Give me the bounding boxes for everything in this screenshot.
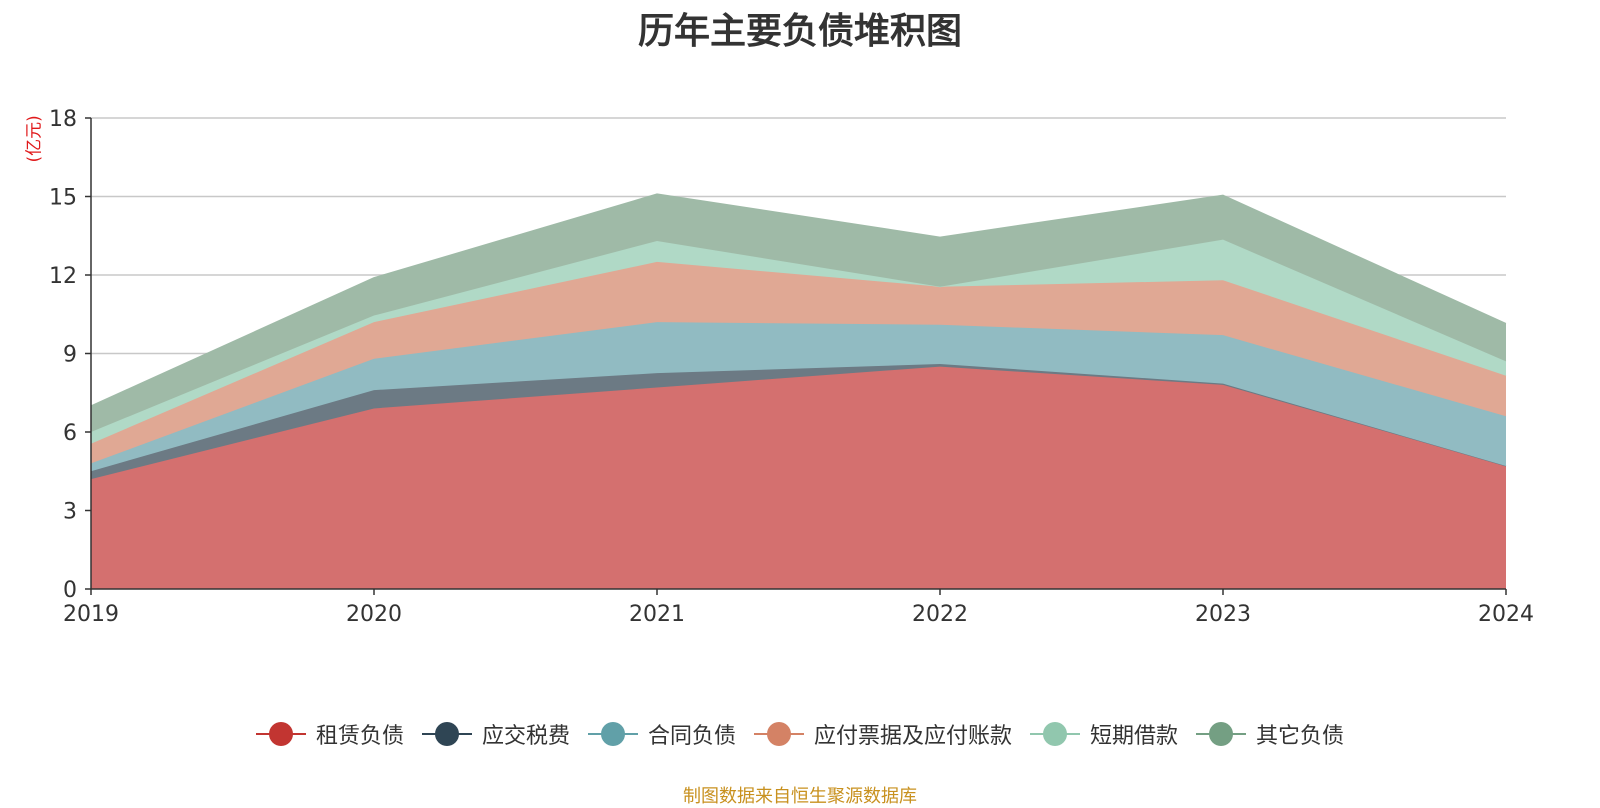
legend: 租赁负债 应交税费 合同负债 应付票据及应付账款 短期借款 其它负债 <box>0 718 1600 750</box>
y-tick-label: 0 <box>63 578 77 603</box>
y-tick-label: 15 <box>49 186 77 211</box>
legend-marker-icon <box>587 722 638 746</box>
chart-title: 历年主要负债堆积图 <box>637 11 962 52</box>
x-tick-label: 2024 <box>1478 602 1534 627</box>
legend-item-2[interactable]: 应交税费 <box>421 718 570 750</box>
legend-item-5[interactable]: 短期借款 <box>1030 718 1178 750</box>
y-tick-label: 9 <box>63 343 77 368</box>
legend-marker-icon <box>754 722 804 746</box>
axes: 0 3 6 9 12 15 18 2019 2020 2021 2022 2023 2024 <box>49 107 1534 627</box>
area-series-1 <box>91 366 1506 589</box>
legend-marker-icon <box>1030 722 1081 746</box>
legend-label: 应付票据及应付账款 <box>814 724 1013 749</box>
legend-label: 合同负债 <box>647 724 736 749</box>
legend-marker-icon <box>1196 722 1247 746</box>
legend-item-4[interactable]: 应付票据及应付账款 <box>754 718 1012 750</box>
legend-item-1[interactable]: 租赁负债 <box>255 718 404 750</box>
area-series <box>90 193 1507 589</box>
legend-label: 短期借款 <box>1090 724 1179 749</box>
legend-item-3[interactable]: 合同负债 <box>587 718 736 750</box>
area-series-6 <box>91 193 1506 432</box>
x-tick-label: 2022 <box>912 602 968 627</box>
legend-label: 租赁负债 <box>315 724 404 749</box>
legend-marker-icon <box>255 722 306 746</box>
y-tick-label: 12 <box>49 264 77 289</box>
legend-marker-icon <box>421 722 472 746</box>
area-series-4 <box>91 261 1506 464</box>
legend-label: 其它负债 <box>1256 724 1345 749</box>
x-tick-label: 2019 <box>63 602 119 627</box>
legend-item-6[interactable]: 其它负债 <box>1196 718 1344 750</box>
area-series-2 <box>91 363 1506 480</box>
y-tick-label: 18 <box>49 107 77 132</box>
x-tick-label: 2020 <box>346 602 402 627</box>
x-tick-label: 2021 <box>629 602 685 627</box>
legend-label: 应交税费 <box>481 724 570 749</box>
y-tick-label: 3 <box>63 500 77 525</box>
data-source-note: 制图数据来自恒生聚源数据库 <box>683 786 917 807</box>
y-tick-label: 6 <box>63 421 77 446</box>
area-series-3 <box>91 322 1506 472</box>
series-line-6 <box>90 193 1507 407</box>
x-tick-label: 2023 <box>1195 602 1251 627</box>
